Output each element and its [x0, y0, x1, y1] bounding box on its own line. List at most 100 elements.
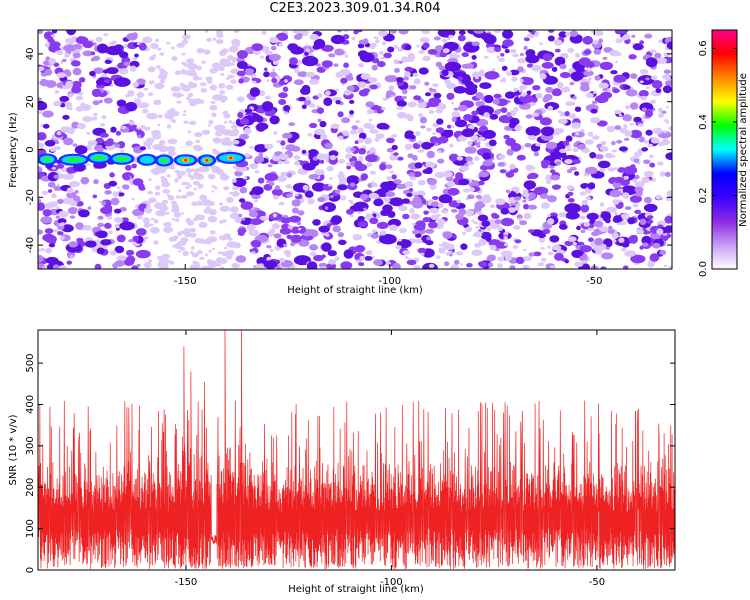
heatmap-cell [421, 30, 431, 35]
heatmap-cell [45, 256, 59, 265]
heatmap-cell [645, 57, 658, 68]
heatmap-cell [632, 203, 639, 208]
heatmap-cell [575, 52, 580, 58]
heatmap-cell [364, 137, 373, 145]
heatmap-cell [150, 223, 154, 227]
heatmap-cell [376, 122, 389, 130]
heatmap-cell [597, 160, 611, 169]
heatmap-cell [448, 34, 454, 39]
heatmap-cell [212, 247, 216, 251]
heatmap-cell [652, 242, 661, 249]
heatmap-cell [223, 113, 231, 119]
heatmap-cell [166, 124, 172, 129]
heatmap-cell [397, 111, 407, 119]
heatmap-y-tick-label: 0 [25, 146, 36, 152]
heatmap-cell [232, 122, 236, 125]
heatmap-cell [348, 199, 354, 203]
heatmap-cell [301, 55, 319, 67]
heatmap-cell [366, 108, 374, 115]
heatmap-cell [572, 159, 581, 165]
heatmap-cell [348, 114, 354, 118]
heatmap-cell [114, 216, 123, 224]
heatmap-cell [110, 197, 120, 206]
heatmap-cell [554, 48, 561, 53]
heatmap-cell [285, 193, 293, 198]
heatmap-cell [42, 209, 52, 217]
heatmap-cell [393, 179, 402, 185]
heatmap-cell [571, 122, 581, 129]
heatmap-x-tick-label: -50 [586, 276, 602, 287]
heatmap-cell [119, 51, 129, 59]
heatmap-cell [90, 57, 96, 62]
heatmap-cell [106, 67, 119, 75]
heatmap-cell [623, 124, 628, 128]
heatmap-cell [196, 48, 204, 54]
heatmap-cell [147, 190, 154, 195]
heatmap-cell [433, 36, 441, 41]
heatmap-cell [454, 119, 467, 128]
heatmap-cell [645, 77, 650, 81]
heatmap-cell [437, 150, 442, 153]
heatmap-cell [637, 123, 644, 128]
heatmap-cell [371, 211, 378, 215]
heatmap-cell [629, 122, 634, 126]
heatmap-cell [166, 193, 170, 197]
heatmap-cell [573, 131, 585, 138]
heatmap-cell [546, 218, 555, 225]
heatmap-cell [371, 181, 375, 184]
heatmap-cell [514, 124, 522, 131]
heatmap-cell [574, 106, 582, 112]
heatmap-cell [489, 244, 497, 251]
heatmap-cell [564, 259, 569, 264]
heatmap-cell [93, 144, 104, 152]
heatmap-cell [219, 205, 231, 212]
heatmap-cell [276, 139, 282, 144]
heatmap-cell [321, 44, 334, 52]
heatmap-cell [361, 175, 367, 181]
heatmap-cell [60, 61, 63, 64]
heatmap-cell [523, 37, 530, 42]
heatmap-cell [269, 181, 275, 186]
heatmap-y-axis: -40 -20 0 20 40 [25, 48, 672, 253]
heatmap-cell [438, 65, 445, 71]
page-title: C2E3.2023.309.01.34.R04 [269, 1, 441, 16]
heatmap-cell [487, 254, 496, 260]
heatmap-cell [301, 30, 309, 36]
snr-y-axis: 0 100 200 300 400 500 [25, 354, 675, 573]
heatmap-cell [417, 149, 425, 153]
heatmap-cell [89, 70, 96, 77]
heatmap-cell [620, 213, 630, 220]
heatmap-cell [278, 80, 286, 86]
snr-x-tick-label: -50 [589, 577, 605, 588]
heatmap-cell [358, 132, 367, 140]
heatmap-cell [448, 250, 453, 254]
heatmap-cell [193, 172, 200, 177]
heatmap-cell [101, 115, 107, 120]
heatmap-cell [75, 95, 84, 101]
heatmap-cell [263, 184, 273, 191]
heatmap-cell [613, 167, 619, 171]
heatmap-cell [281, 146, 285, 150]
heatmap-cell [168, 139, 174, 143]
heatmap-cell [352, 234, 362, 241]
heatmap-cell [40, 216, 53, 224]
heatmap-cell [126, 33, 138, 41]
heatmap-cell [61, 224, 74, 233]
heatmap-cell [225, 249, 235, 256]
heatmap-cell [426, 236, 431, 241]
heatmap-cell [224, 246, 228, 250]
heatmap-signal-cell [229, 156, 233, 160]
heatmap-cell [396, 106, 404, 110]
heatmap-cell [513, 107, 519, 112]
heatmap-cell [42, 123, 50, 129]
heatmap-cell [594, 237, 604, 246]
heatmap-cell [152, 143, 163, 151]
heatmap-cell [48, 189, 53, 193]
heatmap-cell [450, 101, 455, 105]
heatmap-cell [510, 142, 522, 152]
heatmap-y-tick-label: 20 [25, 95, 36, 108]
heatmap-cell [212, 137, 222, 144]
heatmap-cell [174, 169, 180, 173]
heatmap-cell [266, 180, 271, 184]
heatmap-cell [338, 158, 345, 164]
